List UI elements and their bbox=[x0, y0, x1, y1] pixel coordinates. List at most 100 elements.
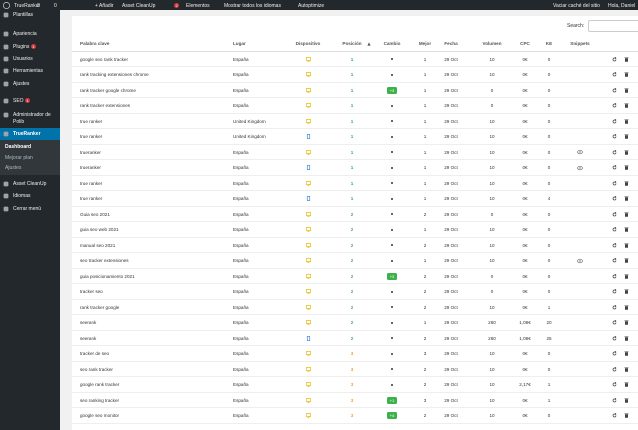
delete-button[interactable] bbox=[624, 150, 629, 155]
delete-button[interactable] bbox=[624, 305, 629, 310]
column-header[interactable]: Lugar bbox=[233, 41, 246, 46]
cell-ke: 0 bbox=[547, 273, 551, 279]
cell-place: España bbox=[233, 304, 249, 310]
refresh-button[interactable] bbox=[612, 351, 617, 356]
refresh-button[interactable] bbox=[612, 382, 617, 387]
clear-cache[interactable]: Vaciar caché del sitio bbox=[553, 2, 600, 9]
delete-button[interactable] bbox=[624, 72, 629, 77]
refresh-button[interactable] bbox=[612, 56, 617, 62]
refresh-button[interactable] bbox=[612, 72, 617, 77]
column-header[interactable]: Fecha bbox=[444, 41, 458, 46]
menu-item[interactable]: Asset CleanUp bbox=[13, 181, 58, 188]
menu-item[interactable]: Administrador de Polib bbox=[13, 112, 58, 125]
column-header[interactable]: Volumen bbox=[482, 41, 502, 46]
refresh-button[interactable] bbox=[612, 304, 617, 310]
refresh-button[interactable] bbox=[612, 103, 617, 108]
cell-position: 3 bbox=[350, 413, 354, 418]
column-header[interactable]: KE bbox=[545, 41, 553, 46]
delete-button[interactable] bbox=[624, 258, 629, 263]
menu-item[interactable]: Apariencia bbox=[13, 31, 58, 38]
column-header[interactable]: Cambio bbox=[383, 41, 401, 46]
cell-place: España bbox=[233, 211, 249, 217]
cell-best: 2 bbox=[423, 413, 427, 418]
updates[interactable]: 3 bbox=[37, 2, 40, 9]
menu-item[interactable]: Idiomas bbox=[13, 193, 58, 200]
badge[interactable]: 2 bbox=[174, 2, 180, 8]
delete-button[interactable] bbox=[624, 119, 629, 124]
autoptimize[interactable]: Autoptimize bbox=[298, 2, 325, 9]
refresh-button[interactable] bbox=[612, 320, 617, 325]
refresh-button[interactable] bbox=[612, 289, 617, 294]
elements[interactable]: Elementos bbox=[186, 2, 210, 9]
column-header[interactable]: CPC bbox=[520, 41, 530, 46]
delete-button[interactable] bbox=[624, 212, 629, 217]
menu-item[interactable]: Usuarios bbox=[13, 56, 58, 63]
refresh-button[interactable] bbox=[612, 87, 617, 93]
refresh-button[interactable] bbox=[612, 366, 617, 372]
delete-button[interactable] bbox=[624, 196, 629, 201]
refresh-button[interactable] bbox=[612, 273, 617, 279]
refresh-button[interactable] bbox=[612, 180, 617, 186]
delete-button[interactable] bbox=[624, 103, 629, 108]
refresh-button[interactable] bbox=[612, 149, 617, 155]
delete-button[interactable] bbox=[624, 134, 629, 139]
delete-button[interactable] bbox=[624, 289, 629, 294]
menu-item[interactable]: Ajustes bbox=[13, 81, 58, 88]
menu-item[interactable]: Herramientas bbox=[13, 68, 58, 75]
submenu-item[interactable]: Dashboard bbox=[5, 144, 32, 150]
refresh-button[interactable] bbox=[612, 413, 617, 418]
cell-ke: 1 bbox=[547, 397, 551, 403]
table-row bbox=[72, 346, 638, 362]
column-header[interactable]: Mejor bbox=[418, 41, 432, 46]
refresh-button[interactable] bbox=[612, 242, 617, 248]
refresh-button[interactable] bbox=[612, 196, 617, 201]
cell-ke: 0 bbox=[547, 242, 551, 248]
delete-button[interactable] bbox=[624, 181, 629, 186]
new-button[interactable]: + Añadir bbox=[95, 2, 114, 9]
column-header[interactable]: Snippets bbox=[570, 41, 590, 46]
delete-button[interactable] bbox=[624, 351, 629, 356]
cell-volume: 10 bbox=[489, 227, 495, 232]
greeting[interactable]: Hola, Daniel bbox=[608, 2, 636, 9]
refresh-button[interactable] bbox=[612, 165, 617, 170]
refresh-button[interactable] bbox=[612, 227, 617, 232]
refresh-button[interactable] bbox=[612, 134, 617, 139]
column-header[interactable]: Dispositivo bbox=[295, 41, 321, 46]
refresh-button[interactable] bbox=[612, 397, 617, 403]
delete-button[interactable] bbox=[624, 367, 629, 372]
sidebar: Plantillas Apariencia Plugins 1 Usuarios Her… bbox=[0, 10, 60, 430]
menu-item[interactable]: Plugins 1 bbox=[13, 44, 58, 51]
delete-button[interactable] bbox=[624, 320, 629, 325]
refresh-button[interactable] bbox=[612, 211, 617, 217]
delete-button[interactable] bbox=[624, 227, 629, 232]
menu-item[interactable]: TrueRanker bbox=[13, 131, 58, 138]
menu-item[interactable]: Plantillas bbox=[13, 12, 58, 19]
cell-position: 2 bbox=[350, 289, 354, 294]
refresh-button[interactable] bbox=[612, 258, 617, 263]
delete-button[interactable] bbox=[624, 336, 629, 341]
submenu-item[interactable]: Mejorar plan bbox=[5, 154, 33, 161]
delete-button[interactable] bbox=[624, 413, 629, 418]
delete-button[interactable] bbox=[624, 243, 629, 248]
cell-best: 1 bbox=[423, 320, 427, 325]
column-header[interactable]: Posición bbox=[342, 41, 362, 46]
comments[interactable]: 0 bbox=[54, 2, 57, 9]
cell-ke: 0 bbox=[547, 351, 551, 356]
delete-button[interactable] bbox=[624, 88, 629, 93]
asset-cleanup[interactable]: Asset CleanUp bbox=[122, 2, 156, 9]
languages[interactable]: Mostrar todos los idiomas bbox=[224, 2, 281, 9]
menu-item[interactable]: SEO 1 bbox=[13, 98, 58, 105]
delete-button[interactable] bbox=[624, 398, 629, 403]
submenu-item[interactable]: Ajustes bbox=[5, 165, 22, 171]
delete-button[interactable] bbox=[624, 165, 629, 170]
refresh-button[interactable] bbox=[612, 335, 617, 341]
delete-button[interactable] bbox=[624, 57, 629, 62]
delete-button[interactable] bbox=[624, 382, 629, 387]
menu-item[interactable]: Cerrar menú bbox=[13, 206, 58, 213]
site-name[interactable]: TrueRanker bbox=[14, 2, 41, 9]
cell-date: 29 Oct bbox=[444, 196, 458, 201]
delete-button[interactable] bbox=[624, 274, 629, 279]
search-input[interactable] bbox=[588, 20, 638, 32]
refresh-button[interactable] bbox=[612, 118, 617, 124]
column-header[interactable]: Palabra clave bbox=[80, 41, 110, 46]
